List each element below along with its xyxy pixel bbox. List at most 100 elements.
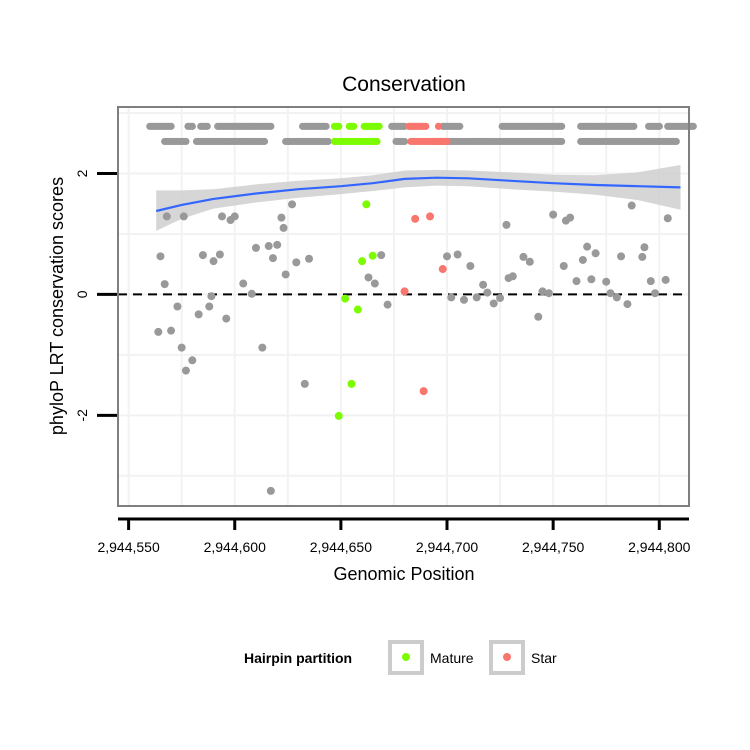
panel-border xyxy=(117,106,690,507)
point-mature xyxy=(353,305,362,314)
point-other xyxy=(377,251,386,260)
point-other xyxy=(483,288,492,297)
point-other xyxy=(617,252,626,261)
x-tick-label: 2,944,650 xyxy=(310,539,372,555)
legend-swatch-star xyxy=(503,653,511,661)
point-other xyxy=(205,302,214,311)
point-other xyxy=(591,249,600,258)
top-row-point-other xyxy=(182,137,190,146)
point-other xyxy=(300,379,309,388)
point-other xyxy=(179,212,188,221)
point-other xyxy=(640,243,649,252)
top-row-point-other xyxy=(324,137,332,146)
smooth-trend-line xyxy=(155,176,681,213)
confidence-ribbon xyxy=(156,165,681,231)
point-other xyxy=(215,250,224,259)
point-other xyxy=(247,289,256,298)
point-other xyxy=(173,302,182,311)
x-axis: 2,944,550 2,944,600 2,944,650 2,944,700 2,94… xyxy=(97,517,691,555)
point-other xyxy=(383,300,392,309)
x-axis-title: Genomic Position xyxy=(333,564,474,584)
point-other xyxy=(638,252,647,261)
y-axis: -2 0 2 xyxy=(74,169,117,422)
point-other xyxy=(239,279,248,288)
legend-item-mature: Mature xyxy=(388,640,474,675)
point-other xyxy=(251,243,260,252)
point-other xyxy=(534,312,543,321)
point-other xyxy=(230,212,239,221)
point-other xyxy=(502,220,511,229)
x-tick-label: 2,944,600 xyxy=(204,539,266,555)
point-other xyxy=(443,252,452,261)
point-mature xyxy=(341,294,350,303)
point-other xyxy=(623,300,632,309)
point-other xyxy=(156,252,165,261)
legend: Hairpin partition Mature Star xyxy=(244,640,557,675)
point-other xyxy=(661,275,670,284)
point-other xyxy=(305,254,314,263)
chart-title: Conservation xyxy=(342,73,466,96)
point-other xyxy=(544,289,553,298)
point-other xyxy=(453,250,462,259)
top-row-point-mature xyxy=(375,122,383,130)
point-other xyxy=(578,255,587,264)
top-row-point-other xyxy=(630,122,638,130)
point-star xyxy=(426,212,435,221)
point-other xyxy=(177,343,186,352)
point-star xyxy=(438,265,447,274)
top-row-point-other xyxy=(558,137,566,146)
point-other xyxy=(292,258,301,267)
legend-swatch-mature xyxy=(402,653,410,661)
x-tick-label: 2,944,800 xyxy=(628,539,690,555)
legend-key-star xyxy=(489,640,525,675)
point-other xyxy=(496,294,505,303)
top-row-point-other xyxy=(167,122,175,130)
point-other xyxy=(472,293,481,302)
point-mature xyxy=(334,411,343,420)
legend-item-star: Star xyxy=(489,640,557,675)
top-row-point-other xyxy=(672,137,680,146)
top-row-point-other xyxy=(267,122,275,130)
point-other xyxy=(459,295,468,304)
top-row-point-other xyxy=(400,137,409,146)
point-other xyxy=(663,214,672,223)
point-other xyxy=(160,280,169,289)
point-other xyxy=(370,279,379,288)
point-other xyxy=(479,280,488,289)
top-marker-rows xyxy=(146,122,697,146)
point-other xyxy=(566,213,575,222)
x-tick-label: 2,944,750 xyxy=(522,539,584,555)
point-star xyxy=(400,287,409,296)
point-other xyxy=(572,277,581,286)
point-other xyxy=(525,257,534,266)
point-other xyxy=(277,213,286,222)
point-other xyxy=(209,257,218,266)
point-other xyxy=(273,240,282,249)
top-row-point-star xyxy=(422,122,430,130)
plot-panel xyxy=(117,106,697,507)
panel-background xyxy=(118,107,689,506)
top-row-point-other xyxy=(322,122,330,130)
point-other xyxy=(264,242,273,251)
point-mature xyxy=(358,257,367,266)
legend-title: Hairpin partition xyxy=(244,650,352,666)
point-other xyxy=(466,261,475,270)
point-other xyxy=(198,251,207,260)
x-tick-label: 2,944,550 xyxy=(97,539,159,555)
point-other xyxy=(587,275,596,284)
point-other xyxy=(559,261,568,270)
point-other xyxy=(154,327,163,336)
point-other xyxy=(602,277,611,286)
top-row-point-other xyxy=(188,122,196,130)
point-other xyxy=(612,293,621,302)
point-other xyxy=(447,293,456,302)
point-other xyxy=(519,252,528,261)
point-other xyxy=(627,201,636,210)
point-other xyxy=(188,356,197,365)
point-mature xyxy=(368,251,377,260)
y-axis-title: phyloP LRT conservation scores xyxy=(47,177,67,435)
top-row-point-other xyxy=(260,137,269,146)
point-mature xyxy=(347,379,356,388)
data-points xyxy=(154,200,672,495)
